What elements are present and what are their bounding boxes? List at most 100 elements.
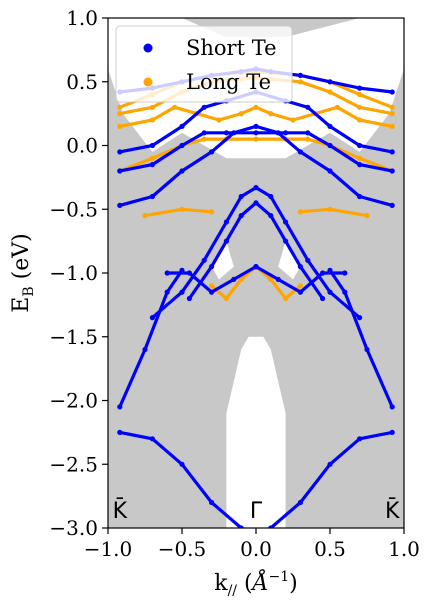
band-point	[305, 130, 311, 136]
band-point	[179, 206, 185, 212]
band-point	[201, 104, 207, 110]
band-point	[223, 238, 229, 244]
band-point	[117, 104, 123, 110]
x-tick-label: −1.0	[84, 537, 133, 561]
band-point	[149, 117, 155, 123]
band-point	[209, 283, 215, 289]
band-point	[275, 276, 281, 282]
k-point-label: Γ̄	[250, 499, 263, 524]
band-point	[389, 168, 395, 174]
x-axis-label-unit-open: (	[237, 571, 253, 596]
plot-area	[108, 18, 404, 528]
band-point	[357, 91, 363, 98]
band-point	[179, 289, 185, 295]
band-point	[297, 149, 303, 155]
band-point	[389, 104, 395, 110]
band-point	[216, 117, 222, 123]
band-point	[297, 209, 303, 215]
band-point	[253, 104, 259, 110]
x-axis-label-unit-base: Å	[250, 568, 269, 596]
band-point	[327, 168, 333, 174]
band-point	[149, 315, 155, 321]
band-point	[357, 117, 363, 123]
band-point	[186, 270, 192, 276]
band-point	[305, 136, 311, 142]
y-axis: 1.0 0.5 0.0 −0.5 −1.0 −1.5 −2.0 −2.5 −3.0	[49, 6, 108, 540]
band-point	[327, 142, 333, 149]
band-point	[268, 213, 274, 219]
band-point	[238, 111, 244, 117]
band-point	[253, 185, 259, 191]
band-point	[357, 85, 363, 91]
y-tick-label: −1.0	[49, 261, 98, 285]
band-point	[297, 499, 303, 506]
band-point	[320, 295, 326, 302]
x-tick-label: 0.5	[314, 537, 346, 561]
x-tick-label: 1.0	[388, 537, 420, 561]
y-axis-label-main: E	[9, 297, 34, 313]
x-axis-label-main: k	[214, 571, 228, 596]
band-point	[209, 289, 215, 295]
legend-marker-long-te	[143, 77, 153, 87]
band-point	[238, 276, 244, 282]
x-axis-label: k// (Å−1)	[214, 568, 297, 599]
band-point	[223, 219, 229, 225]
band-point	[283, 219, 289, 225]
band-point	[117, 123, 123, 129]
y-tick-label: 0.5	[66, 70, 98, 94]
band-point	[297, 264, 303, 270]
band-point	[268, 525, 274, 528]
band-point	[389, 404, 395, 410]
band-point	[142, 213, 148, 219]
band-point	[179, 168, 185, 174]
band-point	[209, 264, 215, 270]
k-point-label: K̄	[113, 498, 128, 524]
band-point	[327, 461, 333, 467]
band-point	[149, 142, 155, 149]
band-point	[389, 89, 395, 95]
band-point	[357, 193, 363, 200]
band-point	[164, 289, 170, 295]
band-point	[117, 202, 123, 208]
band-line	[118, 268, 184, 409]
y-tick-label: −3.0	[49, 516, 98, 540]
band-point	[253, 130, 259, 136]
band-point	[327, 123, 333, 129]
legend-label-long-te: Long Te	[186, 70, 271, 94]
band-point	[149, 193, 155, 200]
band-point	[268, 193, 274, 200]
band-point	[201, 136, 207, 142]
band-point	[357, 315, 363, 321]
band-point	[223, 130, 229, 136]
band-point	[117, 429, 123, 435]
x-tick-label: 0.0	[240, 537, 272, 561]
band-point	[268, 276, 274, 282]
band-point	[297, 283, 303, 289]
bulk-gap-0	[211, 241, 234, 280]
y-tick-label: −1.5	[49, 325, 98, 349]
band-point	[357, 155, 363, 161]
band-point	[357, 436, 363, 442]
band-point	[117, 168, 123, 174]
bulk-gap-1	[278, 241, 301, 280]
band-point	[283, 130, 289, 136]
legend-marker-short-te	[143, 43, 153, 53]
band-point	[327, 89, 333, 95]
band-point	[297, 289, 303, 295]
x-axis: −1.0 −0.5 0.0 0.5 1.0	[84, 528, 420, 561]
band-point	[389, 202, 395, 208]
band-point	[334, 104, 340, 110]
band-point	[149, 104, 155, 110]
band-point	[223, 295, 229, 302]
band-point	[179, 123, 185, 129]
band-point	[117, 149, 123, 155]
band-point	[231, 276, 237, 282]
band-point	[327, 206, 333, 212]
band-point	[357, 104, 363, 110]
band-point	[179, 461, 185, 467]
band-point	[297, 79, 303, 85]
y-axis-label-sub: B	[21, 286, 37, 296]
band-point	[253, 264, 259, 270]
band-point	[283, 238, 289, 244]
legend-label-short-te: Short Te	[186, 36, 277, 60]
